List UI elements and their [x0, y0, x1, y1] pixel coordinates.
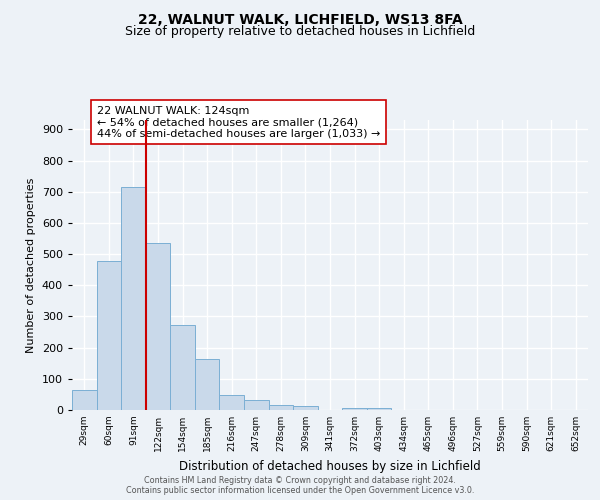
Text: Contains HM Land Registry data © Crown copyright and database right 2024.: Contains HM Land Registry data © Crown c… — [144, 476, 456, 485]
Text: 22 WALNUT WALK: 124sqm
← 54% of detached houses are smaller (1,264)
44% of semi-: 22 WALNUT WALK: 124sqm ← 54% of detached… — [97, 106, 380, 138]
Bar — [220, 396, 244, 410]
Y-axis label: Number of detached properties: Number of detached properties — [26, 178, 36, 352]
Text: Size of property relative to detached houses in Lichfield: Size of property relative to detached ho… — [125, 25, 475, 38]
Bar — [97, 261, 121, 410]
Bar — [195, 358, 220, 410]
Bar — [146, 242, 170, 410]
Bar — [121, 187, 146, 410]
Text: Contains public sector information licensed under the Open Government Licence v3: Contains public sector information licen… — [126, 486, 474, 495]
Bar — [72, 390, 97, 410]
X-axis label: Distribution of detached houses by size in Lichfield: Distribution of detached houses by size … — [179, 460, 481, 472]
Bar — [244, 400, 269, 410]
Bar — [293, 406, 318, 410]
Text: 22, WALNUT WALK, LICHFIELD, WS13 8FA: 22, WALNUT WALK, LICHFIELD, WS13 8FA — [137, 12, 463, 26]
Bar — [269, 406, 293, 410]
Bar — [342, 408, 367, 410]
Bar — [170, 325, 195, 410]
Bar — [367, 408, 391, 410]
